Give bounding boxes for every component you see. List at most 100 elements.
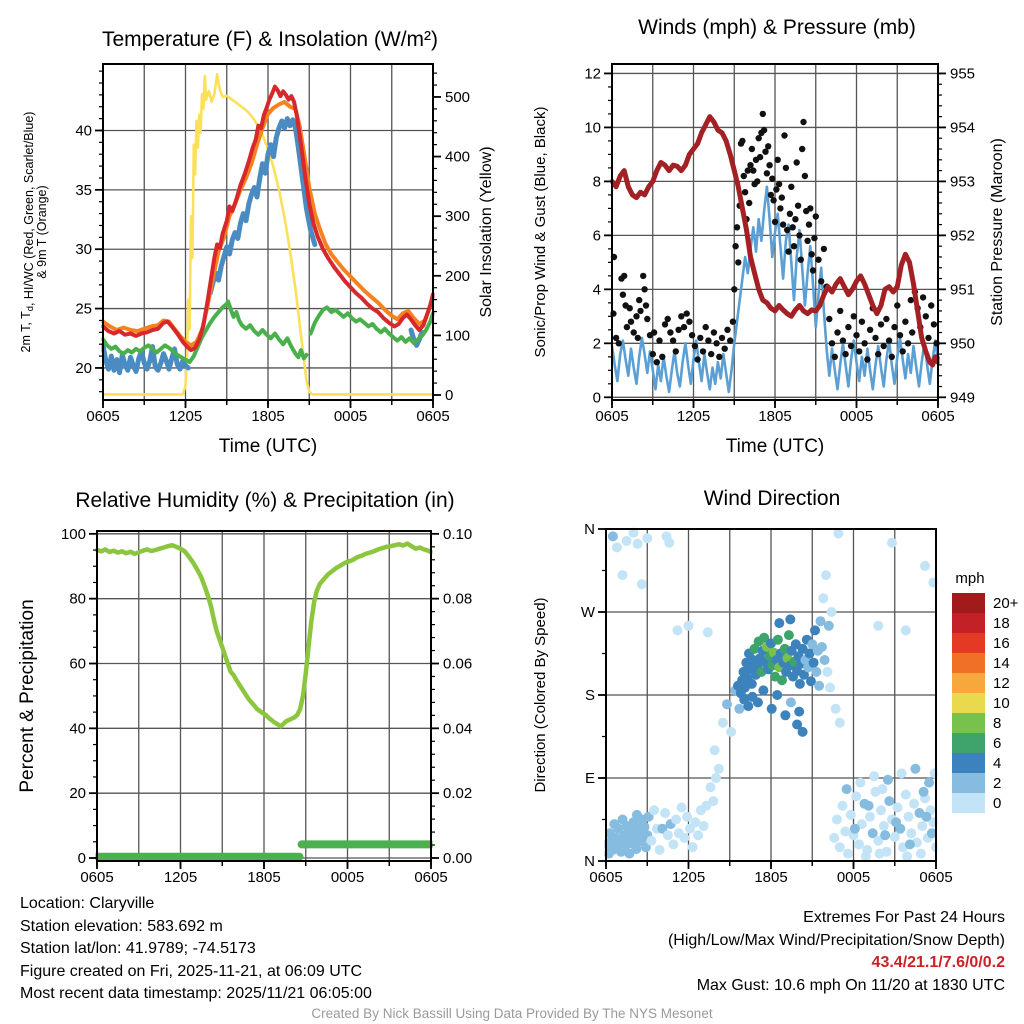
svg-text:1205: 1205 bbox=[169, 408, 202, 425]
svg-text:0: 0 bbox=[993, 795, 1001, 812]
svg-text:4: 4 bbox=[593, 281, 601, 298]
svg-text:0605: 0605 bbox=[86, 408, 119, 425]
svg-text:35: 35 bbox=[75, 182, 92, 199]
svg-text:16: 16 bbox=[993, 635, 1010, 652]
svg-text:0.06: 0.06 bbox=[443, 656, 472, 673]
svg-text:1805: 1805 bbox=[758, 408, 791, 425]
max-gust: Max Gust: 10.6 mph On 11/20 at 1830 UTC bbox=[696, 976, 1005, 994]
svg-text:N: N bbox=[584, 853, 595, 870]
svg-text:8: 8 bbox=[993, 715, 1001, 732]
svg-text:20: 20 bbox=[69, 785, 86, 802]
svg-text:30: 30 bbox=[75, 241, 92, 258]
humidity-precip-chart: 0605 1205 1805 0005 0605 0 20 40 60 80 100 Percent … bbox=[17, 526, 472, 886]
wind-direction-chart-title: Wind Direction bbox=[703, 487, 841, 510]
svg-text:Direction (Colored By Speed): Direction (Colored By Speed) bbox=[532, 597, 549, 792]
svg-text:1205: 1205 bbox=[164, 869, 197, 886]
extremes-values: 43.4/21.1/7.6/0/0.2 bbox=[871, 954, 1005, 971]
svg-text:0: 0 bbox=[593, 389, 601, 406]
svg-text:20: 20 bbox=[75, 360, 92, 377]
svg-text:18: 18 bbox=[993, 615, 1010, 632]
station-info: Location: Claryville Station elevation: … bbox=[20, 893, 372, 1006]
svg-text:W: W bbox=[581, 604, 596, 621]
humidity-precip-panel: Relative Humidity (%) & Precipitation (i… bbox=[0, 465, 512, 910]
station-latlon: Station lat/lon: 41.9789; -74.5173 bbox=[20, 940, 256, 957]
svg-text:1805: 1805 bbox=[754, 869, 787, 886]
svg-text:0605: 0605 bbox=[589, 869, 622, 886]
svg-text:8: 8 bbox=[593, 173, 601, 190]
extremes-title: Extremes For Past 24 Hours bbox=[803, 909, 1005, 926]
svg-text:0605: 0605 bbox=[416, 408, 449, 425]
svg-text:1205: 1205 bbox=[677, 408, 710, 425]
svg-text:0.10: 0.10 bbox=[443, 526, 472, 543]
extremes-subtitle: (High/Low/Max Wind/Precipitation/Snow De… bbox=[667, 931, 1005, 949]
figure-created: Figure created on Fri, 2025-11-21, at 06… bbox=[20, 962, 363, 980]
winds-pressure-chart: 0605 1205 1805 0005 0605 Time (UTC) 0 2 4 6 8 10 12 S… bbox=[532, 63, 1006, 457]
svg-text:40: 40 bbox=[69, 720, 86, 737]
svg-text:954: 954 bbox=[950, 119, 975, 136]
svg-text:S: S bbox=[585, 687, 595, 704]
winds-pressure-panel: Winds (mph) & Pressure (mb) 0605 1205 1805… bbox=[512, 0, 1024, 465]
svg-text:& 9m T (Orange): & 9m T (Orange) bbox=[35, 185, 49, 278]
svg-text:500: 500 bbox=[445, 89, 470, 106]
svg-text:10: 10 bbox=[584, 119, 601, 136]
svg-text:0: 0 bbox=[78, 850, 86, 867]
svg-text:12: 12 bbox=[584, 65, 601, 82]
svg-text:953: 953 bbox=[950, 173, 975, 190]
data-timestamp: Most recent data timestamp: 2025/11/21 0… bbox=[20, 985, 372, 1002]
svg-text:955: 955 bbox=[950, 65, 975, 82]
station-elevation: Station elevation: 583.692 m bbox=[20, 917, 223, 935]
svg-text:0005: 0005 bbox=[331, 869, 364, 886]
svg-text:0605: 0605 bbox=[595, 408, 628, 425]
svg-text:60: 60 bbox=[69, 656, 86, 673]
svg-text:300: 300 bbox=[445, 208, 470, 225]
svg-text:949: 949 bbox=[950, 389, 975, 406]
svg-text:14: 14 bbox=[993, 655, 1010, 672]
svg-text:6: 6 bbox=[993, 735, 1001, 752]
svg-text:0605: 0605 bbox=[921, 408, 954, 425]
svg-text:1205: 1205 bbox=[672, 869, 705, 886]
svg-text:Sonic/Prop Wind & Gust (Blue,: Sonic/Prop Wind & Gust (Blue, Black) bbox=[532, 107, 549, 358]
svg-text:Percent & Precipitation: Percent & Precipitation bbox=[17, 599, 38, 792]
svg-text:Solar Insolation (Yellow): Solar Insolation (Yellow) bbox=[478, 146, 495, 317]
svg-text:0605: 0605 bbox=[80, 869, 113, 886]
svg-text:400: 400 bbox=[445, 149, 470, 166]
temperature-chart-title: Temperature (F) & Insolation (W/m²) bbox=[101, 28, 439, 51]
svg-text:200: 200 bbox=[445, 268, 470, 285]
svg-text:0: 0 bbox=[445, 387, 453, 404]
svg-text:0605: 0605 bbox=[414, 869, 447, 886]
svg-text:952: 952 bbox=[950, 227, 975, 244]
svg-text:Time (UTC): Time (UTC) bbox=[219, 436, 318, 457]
svg-text:mph: mph bbox=[955, 570, 984, 587]
svg-text:0.04: 0.04 bbox=[443, 720, 472, 737]
svg-text:10: 10 bbox=[993, 695, 1010, 712]
winds-chart-title: Winds (mph) & Pressure (mb) bbox=[638, 16, 916, 39]
svg-text:2m T, Td, HI/WC (Red, Green, S: 2m T, Td, HI/WC (Red, Green, Scarlet/Blu… bbox=[19, 112, 36, 353]
svg-text:80: 80 bbox=[69, 591, 86, 608]
wind-direction-panel: Wind Direction 0605 1205 1805 0005 0605 N E S W N… bbox=[512, 465, 1024, 910]
svg-text:Time (UTC): Time (UTC) bbox=[726, 436, 825, 457]
svg-text:0005: 0005 bbox=[837, 869, 870, 886]
svg-text:951: 951 bbox=[950, 281, 975, 298]
extremes-info: Extremes For Past 24 Hours (High/Low/Max… bbox=[668, 907, 1005, 997]
svg-text:20+: 20+ bbox=[993, 595, 1019, 612]
svg-text:0605: 0605 bbox=[919, 869, 952, 886]
credit-line: Created By Nick Bassill Using Data Provi… bbox=[311, 1006, 713, 1021]
svg-text:100: 100 bbox=[61, 526, 86, 543]
svg-text:2: 2 bbox=[593, 335, 601, 352]
temperature-insolation-panel: Temperature (F) & Insolation (W/m²) 0605… bbox=[0, 0, 512, 465]
svg-text:0.00: 0.00 bbox=[443, 850, 472, 867]
footer: Location: Claryville Station elevation: … bbox=[0, 893, 1024, 1024]
svg-text:40: 40 bbox=[75, 122, 92, 139]
svg-text:2: 2 bbox=[993, 775, 1001, 792]
svg-text:950: 950 bbox=[950, 335, 975, 352]
svg-text:1805: 1805 bbox=[251, 408, 284, 425]
svg-text:Station Pressure (Maroon): Station Pressure (Maroon) bbox=[989, 138, 1006, 326]
humidity-chart-title: Relative Humidity (%) & Precipitation (i… bbox=[75, 489, 455, 512]
svg-text:12: 12 bbox=[993, 675, 1010, 692]
svg-text:0005: 0005 bbox=[334, 408, 367, 425]
station-location: Location: Claryville bbox=[20, 895, 155, 912]
temperature-insolation-chart: 0605 1205 1805 0005 0605 Time (UTC) 20 25 30 35 40… bbox=[19, 63, 495, 457]
svg-text:N: N bbox=[584, 521, 595, 538]
svg-text:0.02: 0.02 bbox=[443, 785, 472, 802]
